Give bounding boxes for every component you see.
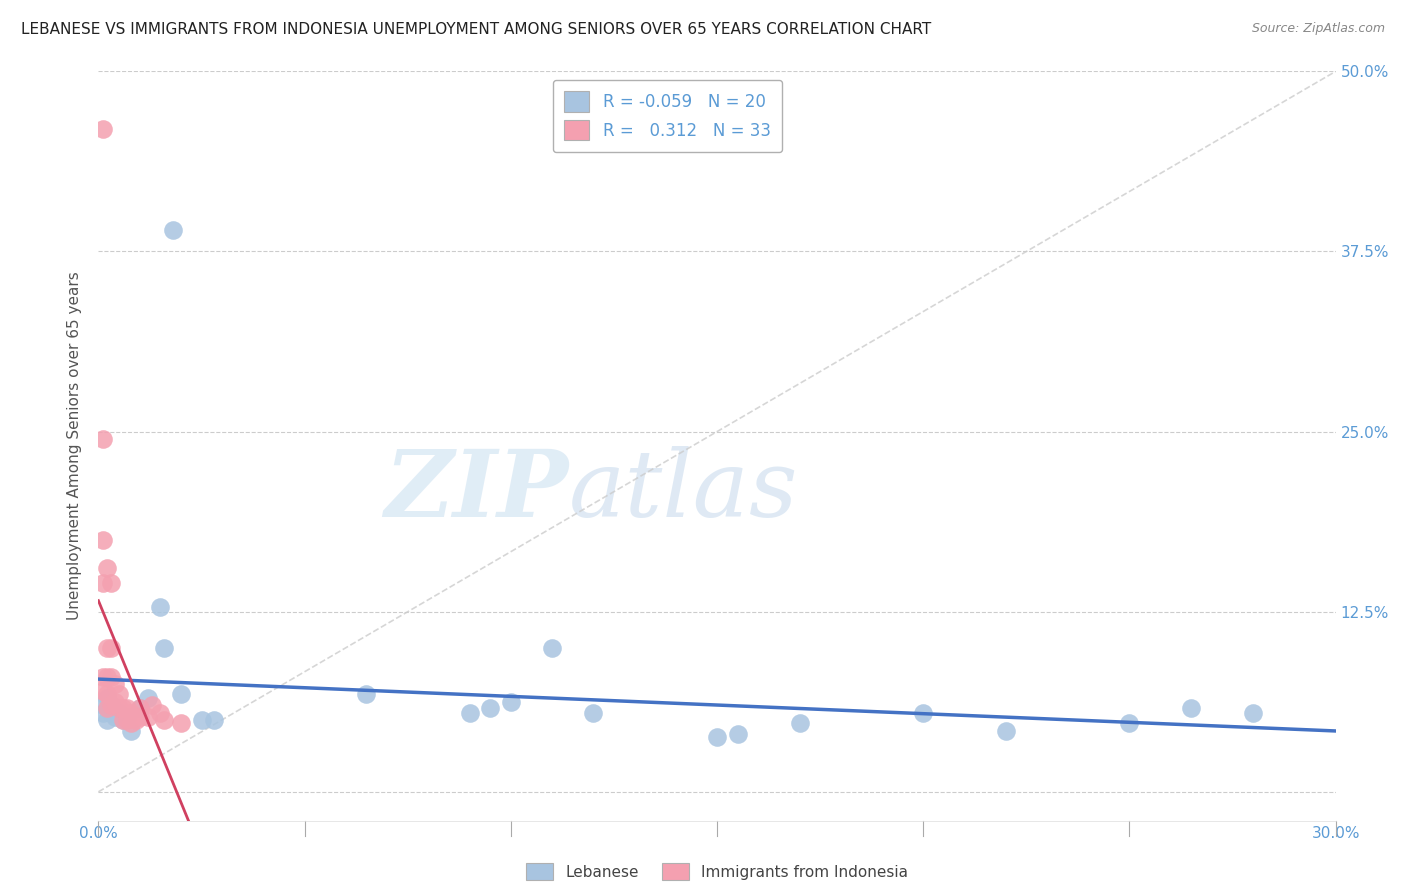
- Text: ZIP: ZIP: [384, 446, 568, 536]
- Point: [727, 727, 749, 741]
- Point: [91, 575, 114, 590]
- Point: [91, 533, 114, 547]
- Point: [108, 706, 131, 720]
- Text: atlas: atlas: [568, 446, 799, 536]
- Point: [96, 640, 118, 655]
- Point: [117, 713, 139, 727]
- Point: [136, 710, 159, 724]
- Point: [100, 669, 122, 683]
- Point: [91, 432, 114, 446]
- Point: [100, 698, 122, 713]
- Point: [91, 669, 114, 683]
- Point: [100, 698, 122, 713]
- Point: [91, 684, 114, 698]
- Point: [108, 687, 131, 701]
- Point: [706, 730, 728, 744]
- Point: [128, 701, 150, 715]
- Point: [479, 701, 502, 715]
- Point: [153, 640, 176, 655]
- Point: [789, 715, 811, 730]
- Point: [96, 691, 118, 706]
- Point: [128, 710, 150, 724]
- Point: [1241, 706, 1264, 720]
- Point: [202, 713, 225, 727]
- Point: [136, 691, 159, 706]
- Point: [96, 713, 118, 727]
- Point: [1118, 715, 1140, 730]
- Point: [112, 701, 135, 715]
- Point: [499, 696, 522, 710]
- Point: [104, 710, 127, 724]
- Point: [100, 706, 122, 720]
- Point: [1180, 701, 1202, 715]
- Point: [153, 713, 176, 727]
- Point: [100, 640, 122, 655]
- Point: [141, 698, 163, 713]
- Y-axis label: Unemployment Among Seniors over 65 years: Unemployment Among Seniors over 65 years: [67, 272, 83, 620]
- Point: [912, 706, 935, 720]
- Point: [994, 724, 1017, 739]
- Point: [108, 701, 131, 715]
- Point: [582, 706, 605, 720]
- Text: Source: ZipAtlas.com: Source: ZipAtlas.com: [1251, 22, 1385, 36]
- Point: [104, 696, 127, 710]
- Legend: Lebanese, Immigrants from Indonesia: Lebanese, Immigrants from Indonesia: [517, 855, 917, 888]
- Point: [149, 600, 172, 615]
- Point: [117, 701, 139, 715]
- Point: [112, 713, 135, 727]
- Point: [96, 687, 118, 701]
- Point: [91, 122, 114, 136]
- Point: [96, 561, 118, 575]
- Point: [112, 713, 135, 727]
- Point: [96, 701, 118, 715]
- Point: [104, 677, 127, 691]
- Point: [124, 713, 146, 727]
- Point: [120, 706, 142, 720]
- Point: [96, 669, 118, 683]
- Point: [117, 710, 139, 724]
- Point: [128, 701, 150, 715]
- Point: [162, 223, 184, 237]
- Point: [170, 715, 193, 730]
- Point: [458, 706, 481, 720]
- Point: [120, 724, 142, 739]
- Point: [170, 687, 193, 701]
- Point: [190, 713, 212, 727]
- Text: LEBANESE VS IMMIGRANTS FROM INDONESIA UNEMPLOYMENT AMONG SENIORS OVER 65 YEARS C: LEBANESE VS IMMIGRANTS FROM INDONESIA UN…: [21, 22, 931, 37]
- Point: [91, 698, 114, 713]
- Point: [120, 715, 142, 730]
- Point: [149, 706, 172, 720]
- Point: [91, 706, 114, 720]
- Point: [541, 640, 564, 655]
- Point: [356, 687, 378, 701]
- Point: [100, 575, 122, 590]
